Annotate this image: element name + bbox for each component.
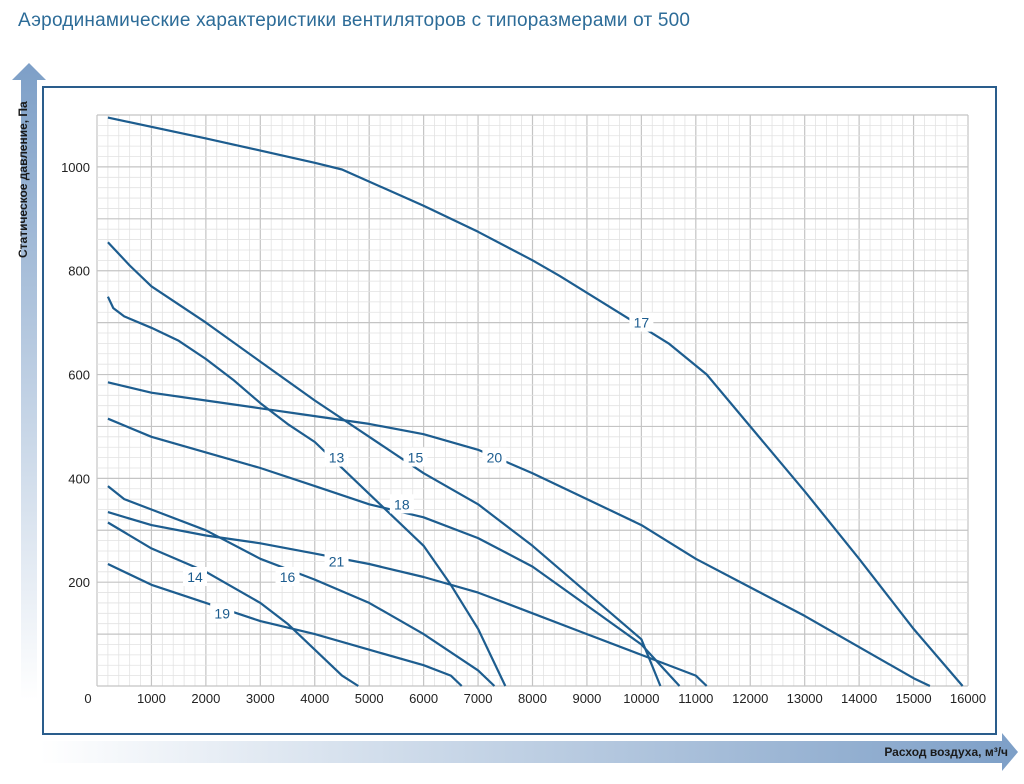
curve-labels: 17 13 15 20 18 21 16 14 19	[182, 312, 654, 623]
curve-14	[107, 521, 359, 687]
curve-label-bg	[324, 551, 349, 571]
curve-label-17: 17	[634, 315, 650, 331]
curve-label-bg	[389, 494, 414, 514]
y-axis-arrow	[12, 63, 46, 700]
x-axis-label: Расход воздуха, м³/ч	[884, 745, 1008, 759]
curve-19	[107, 563, 463, 687]
x-tick-label: 9000	[572, 691, 601, 706]
x-axis-arrow	[40, 733, 1018, 771]
curve-label-21: 21	[329, 553, 345, 569]
curve-label-14: 14	[187, 569, 203, 585]
curve-label-18: 18	[394, 496, 410, 512]
grid	[96, 114, 969, 687]
curve-20	[107, 381, 931, 687]
curve-label-bg	[324, 447, 349, 467]
curve-label-15: 15	[408, 450, 424, 466]
x-tick-labels: 0 1000 2000 3000 4000 5000 6000 7000 8000 9000 100…	[84, 691, 986, 706]
curve-17	[107, 116, 964, 687]
y-tick-label: 200	[68, 575, 90, 590]
y-tick-label: 600	[68, 368, 90, 383]
chart-title: Аэродинамические характеристики вентилят…	[18, 10, 691, 31]
x-tick-label: 14000	[841, 691, 877, 706]
x-tick-label: 10000	[623, 691, 659, 706]
x-tick-label: 4000	[300, 691, 329, 706]
y-tick-labels: 200 400 600 800 1000	[61, 160, 90, 590]
x-tick-label: 3000	[246, 691, 275, 706]
x-tick-label: 8000	[518, 691, 547, 706]
curve-label-bg	[275, 566, 300, 586]
x-tick-label: 11000	[678, 691, 713, 706]
curves	[106, 116, 964, 687]
curve-13	[106, 296, 507, 687]
curve-label-bg	[629, 312, 654, 332]
curve-label-bg	[403, 447, 428, 467]
y-tick-label: 400	[68, 471, 90, 486]
x-tick-label: 1000	[137, 691, 166, 706]
y-tick-label: 800	[68, 264, 90, 279]
x-tick-label: 12000	[732, 691, 768, 706]
x-tick-label: 16000	[950, 691, 986, 706]
curve-label-bg	[182, 566, 207, 586]
curve-label-bg	[482, 447, 507, 467]
x-tick-label: 5000	[355, 691, 384, 706]
curve-15	[107, 241, 662, 687]
y-axis-label: Статическое давление, Па	[16, 101, 30, 258]
curve-label-16: 16	[280, 569, 296, 585]
curve-label-20: 20	[487, 450, 503, 466]
curve-label-13: 13	[329, 450, 345, 466]
x-tick-label: 13000	[787, 691, 823, 706]
x-tick-label: 2000	[191, 691, 220, 706]
curve-21	[107, 511, 708, 687]
x-tick-label: 15000	[895, 691, 931, 706]
x-tick-label: 0	[84, 691, 91, 706]
chart-frame	[42, 86, 997, 735]
x-tick-label: 6000	[409, 691, 438, 706]
curve-label-bg	[210, 603, 235, 623]
curve-label-19: 19	[214, 605, 230, 621]
y-tick-label: 1000	[61, 160, 90, 175]
x-tick-label: 7000	[464, 691, 493, 706]
